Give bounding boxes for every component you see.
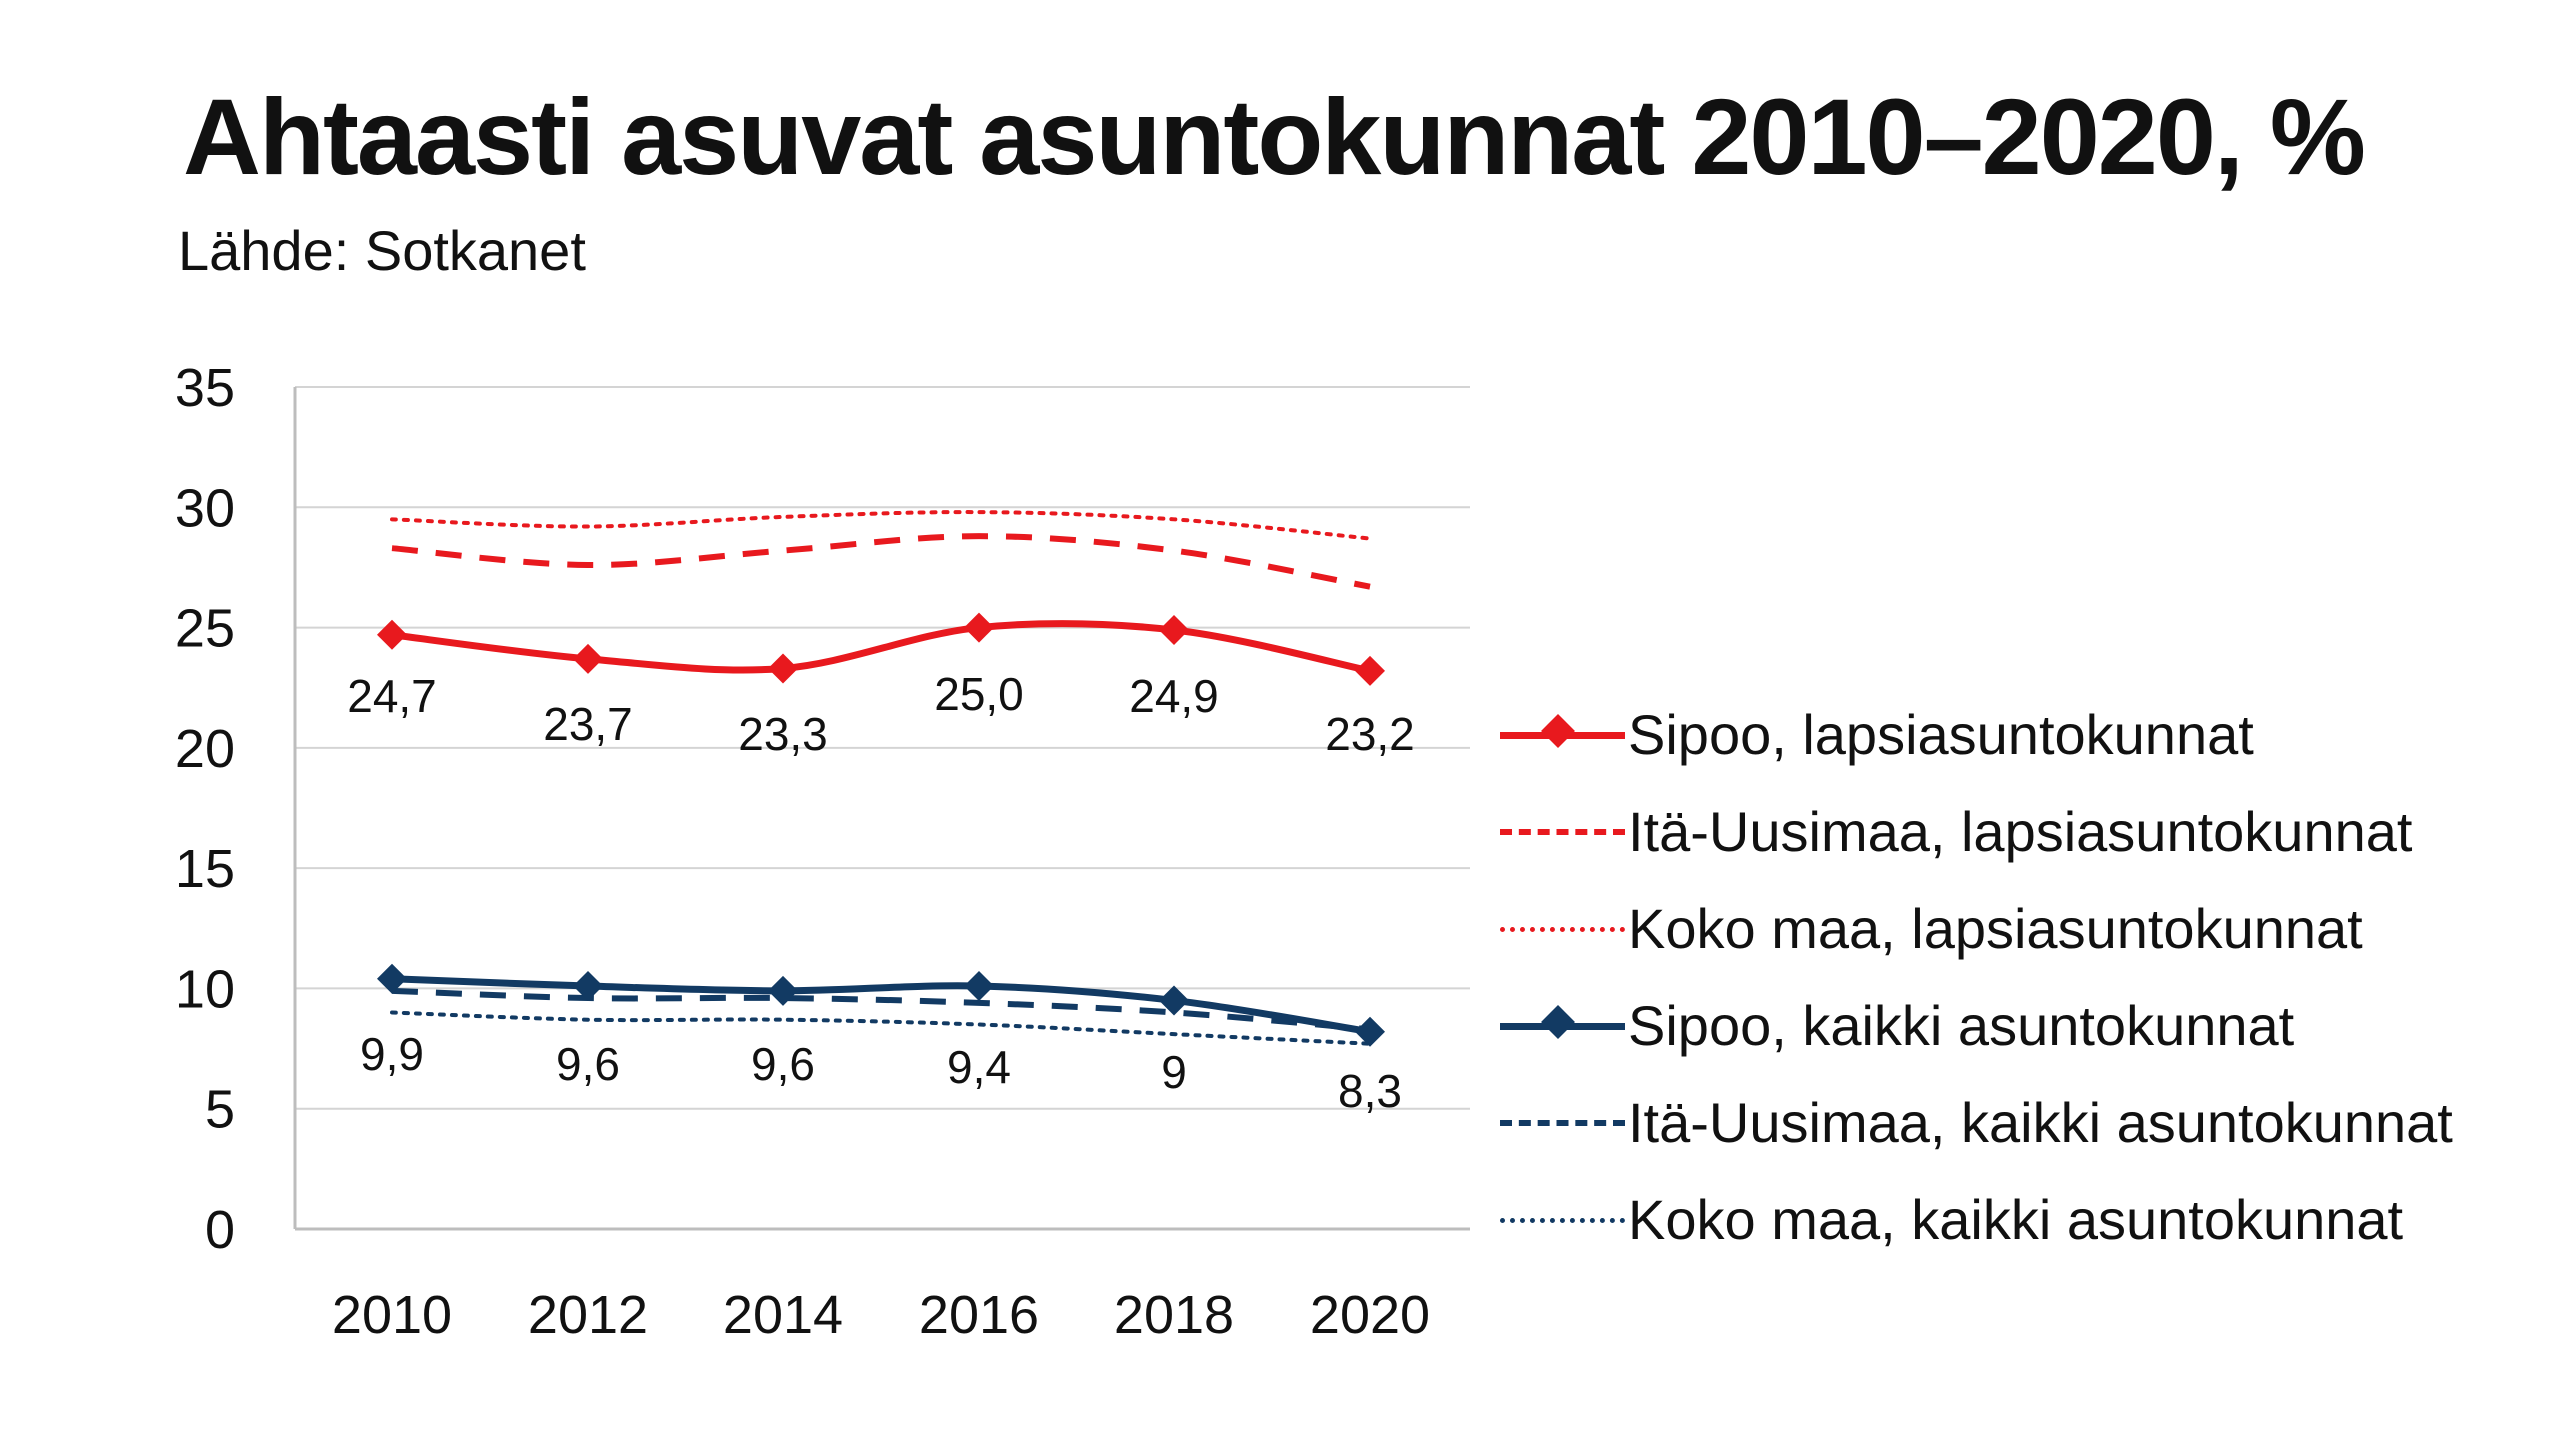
x-tick-label-2010: 2010 <box>332 1285 452 1345</box>
legend-line-swatch <box>1500 829 1625 835</box>
data-point-s3-2018 <box>1159 985 1189 1016</box>
data-label-s4-2010: 9,9 <box>360 1028 424 1080</box>
y-tick-label-30: 30 <box>175 478 235 538</box>
y-tick-label-35: 35 <box>175 358 235 418</box>
data-point-s0-2018 <box>1159 614 1189 645</box>
data-point-s3-2016 <box>964 971 994 1002</box>
data-label-s4-2016: 9,4 <box>947 1041 1011 1093</box>
legend-label: Koko maa, lapsiasuntokunnat <box>1628 897 2363 960</box>
data-label-s0-2014: 23,3 <box>738 708 828 760</box>
y-tick-label-10: 10 <box>175 959 235 1019</box>
data-label-s4-2020: 8,3 <box>1338 1065 1402 1117</box>
data-label-s4-2014: 9,6 <box>751 1038 815 1090</box>
legend-label: Itä-Uusimaa, kaikki asuntokunnat <box>1628 1091 2453 1154</box>
y-tick-label-5: 5 <box>205 1080 235 1140</box>
data-point-s0-2010 <box>377 619 407 650</box>
data-markers <box>377 612 1385 1047</box>
data-point-s0-2014 <box>768 653 798 684</box>
legend-label: Itä-Uusimaa, lapsiasuntokunnat <box>1628 800 2413 863</box>
series-line-0 <box>391 620 1371 675</box>
x-tick-label-2012: 2012 <box>528 1285 648 1345</box>
data-point-s3-2014 <box>768 975 798 1006</box>
data-point-s3-2010 <box>377 963 407 994</box>
data-label-s0-2012: 23,7 <box>543 698 633 750</box>
legend-label: Koko maa, kaikki asuntokunnat <box>1628 1188 2404 1251</box>
axes: 0 5 10 15 20 25 30 35 2010 2012 2014 2016 2018 2020 <box>175 358 1470 1345</box>
legend-line-swatch <box>1500 926 1625 932</box>
x-tick-label-2020: 2020 <box>1310 1285 1430 1345</box>
data-labels: 24,7 23,7 23,3 25,0 24,9 23,2 9,9 9,6 9,6 9,4 9 8,3 <box>347 668 1415 1117</box>
y-tick-label-25: 25 <box>175 599 235 659</box>
legend-label: Sipoo, kaikki asuntokunnat <box>1628 994 2295 1057</box>
legend-label: Sipoo, lapsiasuntokunnat <box>1628 703 2254 766</box>
y-tick-label-15: 15 <box>175 839 235 899</box>
data-label-s0-2020: 23,2 <box>1325 708 1415 760</box>
data-point-s0-2012 <box>573 643 603 674</box>
gridlines <box>295 386 1470 1110</box>
series-line-1 <box>391 533 1371 590</box>
data-point-s3-2020 <box>1355 1016 1385 1047</box>
y-tick-label-0: 0 <box>205 1200 235 1260</box>
series-lines <box>390 510 1372 1046</box>
y-tick-label-20: 20 <box>175 719 235 779</box>
data-label-s0-2010: 24,7 <box>347 670 437 722</box>
x-tick-label-2018: 2018 <box>1114 1285 1234 1345</box>
chart-title: Ahtaasti asuvat asuntokunnat 2010–2020, … <box>183 76 2366 197</box>
data-label-s4-2018: 9 <box>1161 1046 1187 1098</box>
series-line-5 <box>390 1010 1372 1046</box>
data-point-s3-2012 <box>573 971 603 1002</box>
data-point-s0-2020 <box>1355 655 1385 686</box>
data-point-s0-2016 <box>964 612 994 643</box>
series-line-2 <box>390 510 1372 541</box>
data-label-s4-2012: 9,6 <box>556 1038 620 1090</box>
x-tick-label-2016: 2016 <box>919 1285 1039 1345</box>
series-line-4 <box>391 987 1371 1033</box>
legend-line-swatch <box>1500 1120 1625 1126</box>
legend-line-swatch <box>1500 1217 1625 1223</box>
x-tick-label-2014: 2014 <box>723 1285 843 1345</box>
data-label-s0-2016: 25,0 <box>934 668 1024 720</box>
data-label-s0-2018: 24,9 <box>1129 670 1219 722</box>
chart-subtitle: Lähde: Sotkanet <box>178 219 586 282</box>
series-line-3 <box>391 975 1371 1036</box>
